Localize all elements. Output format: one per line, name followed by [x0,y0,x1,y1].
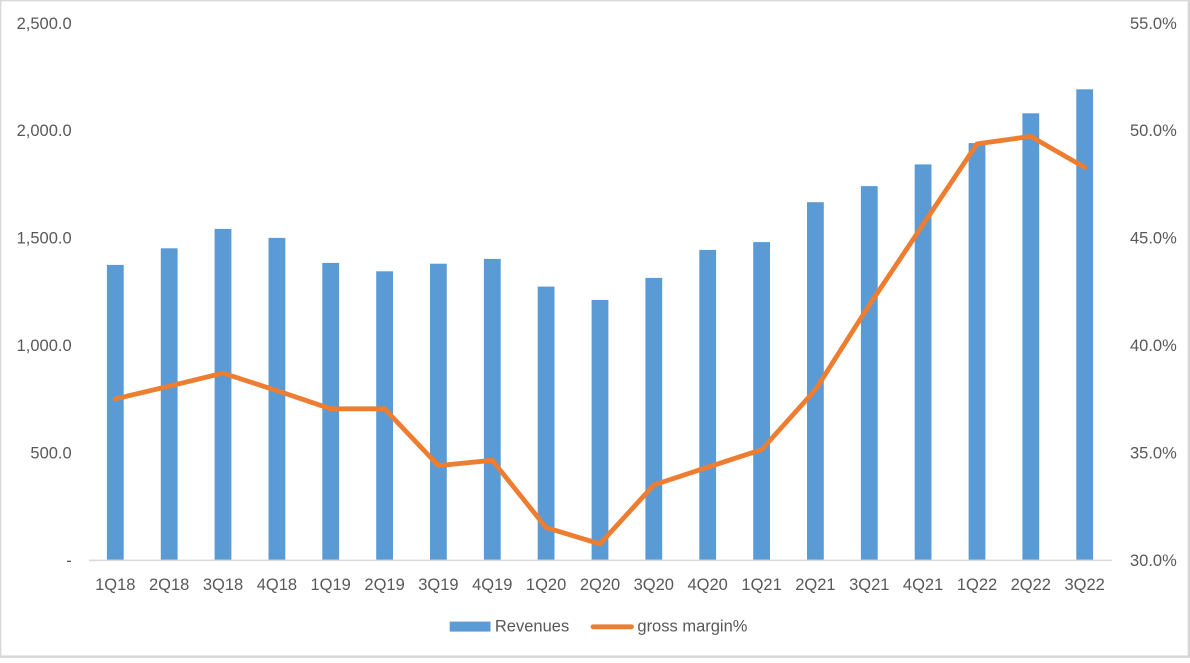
svg-text:2Q20: 2Q20 [580,576,620,594]
svg-text:4Q18: 4Q18 [257,576,297,594]
svg-text:2Q22: 2Q22 [1011,576,1051,594]
svg-text:1Q19: 1Q19 [311,576,351,594]
svg-text:4Q20: 4Q20 [688,576,728,594]
svg-text:4Q21: 4Q21 [903,576,943,594]
svg-text:3Q20: 3Q20 [634,576,674,594]
svg-text:30.0%: 30.0% [1130,552,1177,570]
svg-text:2,000.0: 2,000.0 [17,122,72,140]
svg-text:1Q21: 1Q21 [741,576,781,594]
svg-text:Revenues: Revenues [495,618,569,636]
svg-text:500.0: 500.0 [30,444,71,462]
svg-text:-: - [66,552,72,570]
svg-text:50.0%: 50.0% [1130,122,1177,140]
svg-text:35.0%: 35.0% [1130,444,1177,462]
svg-text:45.0%: 45.0% [1130,230,1177,248]
svg-text:2Q21: 2Q21 [795,576,835,594]
svg-text:1Q20: 1Q20 [526,576,566,594]
svg-text:gross margin%: gross margin% [637,618,747,636]
svg-text:2Q19: 2Q19 [364,576,404,594]
svg-text:3Q22: 3Q22 [1065,576,1105,594]
svg-text:3Q21: 3Q21 [849,576,889,594]
svg-text:3Q18: 3Q18 [203,576,243,594]
svg-text:3Q19: 3Q19 [418,576,458,594]
svg-text:4Q19: 4Q19 [472,576,512,594]
svg-text:1Q22: 1Q22 [957,576,997,594]
svg-text:40.0%: 40.0% [1130,337,1177,355]
svg-text:1,000.0: 1,000.0 [17,337,72,355]
svg-text:55.0%: 55.0% [1130,15,1177,33]
svg-text:2,500.0: 2,500.0 [17,15,72,33]
svg-text:1Q18: 1Q18 [95,576,135,594]
svg-text:1,500.0: 1,500.0 [17,230,72,248]
svg-text:2Q18: 2Q18 [149,576,189,594]
